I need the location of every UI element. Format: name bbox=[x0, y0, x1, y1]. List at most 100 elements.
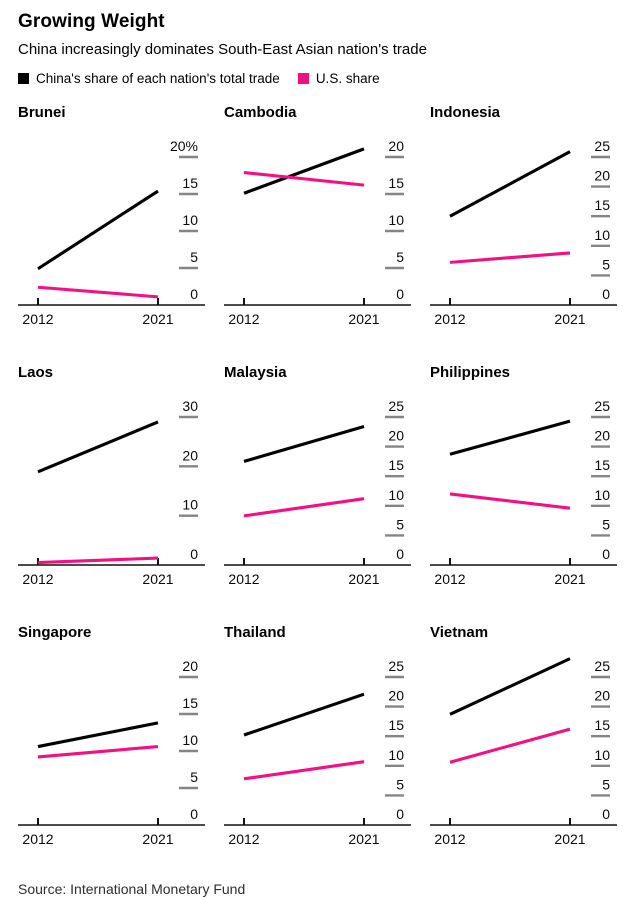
us-series-swatch-icon bbox=[297, 73, 309, 84]
x-tick-label: 2021 bbox=[142, 571, 173, 587]
y-tick-label: 20 bbox=[594, 688, 610, 704]
y-tick-label: 20 bbox=[388, 688, 404, 704]
us-series-line bbox=[37, 285, 159, 299]
y-tick-label: 10 bbox=[182, 212, 198, 228]
chart-plot: 0 5 10 15 20 25 2012 2021 bbox=[224, 658, 411, 847]
x-tick-label: 2021 bbox=[554, 571, 585, 587]
chart-plot: 0 5 10 15 20% 2012 2021 bbox=[18, 138, 205, 327]
y-tick-label: 10 bbox=[388, 487, 404, 503]
y-tick-label: 10 bbox=[388, 747, 404, 763]
y-tick-label: 15 bbox=[182, 695, 198, 711]
chart-plot: 0 10 20 30 2012 2021 bbox=[18, 398, 205, 587]
y-tick-label: 0 bbox=[602, 806, 610, 822]
us-series-line bbox=[37, 745, 159, 759]
y-tick-label: 20 bbox=[388, 428, 404, 444]
y-tick-label: 15 bbox=[388, 457, 404, 473]
us-series-line bbox=[449, 492, 571, 510]
y-tick-label: 5 bbox=[190, 769, 198, 785]
chart-indonesia: Indonesia 0 5 10 15 20 25 2012 2021 bbox=[430, 102, 617, 333]
y-tick-label: 25 bbox=[594, 658, 610, 674]
us-series-line bbox=[449, 727, 571, 764]
x-tick-label: 2021 bbox=[348, 311, 379, 327]
y-tick-label: 0 bbox=[396, 546, 404, 562]
china-series-line bbox=[243, 424, 365, 463]
china-series-line bbox=[37, 420, 159, 474]
x-tick-label: 2012 bbox=[22, 831, 53, 847]
china-series-line bbox=[449, 657, 571, 716]
y-tick-label: 30 bbox=[182, 398, 198, 414]
china-series-line bbox=[449, 419, 571, 456]
chart-subtitle: China increasingly dominates South-East … bbox=[18, 41, 427, 58]
legend-item-china: China's share of each nation's total tra… bbox=[18, 71, 280, 86]
y-tick-label: 10 bbox=[388, 212, 404, 228]
y-tick-label: 10 bbox=[594, 747, 610, 763]
y-tick-label: 15 bbox=[182, 175, 198, 191]
y-tick-label: 25 bbox=[388, 398, 404, 414]
y-tick-label: 5 bbox=[396, 516, 404, 532]
chart-brunei: Brunei 0 5 10 15 20% 2012 2021 bbox=[18, 102, 205, 333]
chart-cambodia: Cambodia 0 5 10 15 20 2012 2021 bbox=[224, 102, 411, 333]
china-series-line bbox=[37, 721, 159, 749]
china-series-line bbox=[37, 189, 159, 271]
chart-laos: Laos 0 10 20 30 2012 2021 bbox=[18, 362, 205, 593]
y-tick-label: 20 bbox=[182, 658, 198, 674]
chart-plot: 0 5 10 15 20 25 2012 2021 bbox=[430, 398, 617, 587]
chart-title: Indonesia bbox=[430, 104, 501, 121]
china-series-line bbox=[243, 147, 365, 195]
us-series-line bbox=[243, 497, 365, 518]
y-tick-label: 20 bbox=[182, 447, 198, 463]
x-tick-label: 2012 bbox=[228, 571, 259, 587]
y-tick-label: 5 bbox=[602, 776, 610, 792]
y-tick-label: 25 bbox=[594, 138, 610, 154]
y-tick-label: 15 bbox=[388, 175, 404, 191]
x-tick-label: 2012 bbox=[434, 311, 465, 327]
x-tick-label: 2021 bbox=[554, 831, 585, 847]
x-tick-label: 2021 bbox=[348, 831, 379, 847]
chart-title: Cambodia bbox=[224, 104, 297, 121]
y-tick-label: 0 bbox=[190, 546, 198, 562]
y-tick-label: 5 bbox=[396, 249, 404, 265]
chart-singapore: Singapore 0 5 10 15 20 2012 2021 bbox=[18, 622, 205, 853]
y-tick-label: 0 bbox=[602, 546, 610, 562]
y-tick-label: 10 bbox=[594, 227, 610, 243]
us-series-line bbox=[243, 170, 365, 187]
china-series-line bbox=[449, 150, 571, 218]
x-tick-label: 2012 bbox=[22, 311, 53, 327]
legend-label-china: China's share of each nation's total tra… bbox=[36, 71, 280, 86]
x-tick-label: 2012 bbox=[22, 571, 53, 587]
chart-legend: China's share of each nation's total tra… bbox=[18, 71, 623, 86]
x-tick-label: 2021 bbox=[142, 311, 173, 327]
chart-plot: 0 5 10 15 20 2012 2021 bbox=[224, 138, 411, 327]
y-tick-label: 15 bbox=[594, 197, 610, 213]
chart-title: Vietnam bbox=[430, 624, 489, 641]
us-series-line bbox=[243, 760, 365, 781]
y-tick-label: 20 bbox=[594, 168, 610, 184]
chart-philippines: Philippines 0 5 10 15 20 25 2012 2021 bbox=[430, 362, 617, 593]
chart-title: Singapore bbox=[18, 624, 92, 641]
chart-plot: 0 5 10 15 20 2012 2021 bbox=[18, 658, 205, 847]
y-tick-label: 0 bbox=[396, 286, 404, 302]
page-title: Growing Weight bbox=[18, 11, 165, 32]
china-series-swatch-icon bbox=[18, 73, 29, 84]
y-tick-label: 15 bbox=[594, 717, 610, 733]
chart-title: Philippines bbox=[430, 364, 511, 381]
chart-title: Malaysia bbox=[224, 364, 287, 381]
y-tick-label: 0 bbox=[396, 806, 404, 822]
chart-thailand: Thailand 0 5 10 15 20 25 2012 2021 bbox=[224, 622, 411, 853]
x-tick-label: 2021 bbox=[348, 571, 379, 587]
legend-item-us: U.S. share bbox=[297, 71, 380, 86]
y-tick-label: 15 bbox=[388, 717, 404, 733]
us-series-line bbox=[37, 556, 159, 565]
x-tick-label: 2012 bbox=[434, 571, 465, 587]
y-tick-label: 0 bbox=[190, 286, 198, 302]
chart-title: Thailand bbox=[224, 624, 286, 641]
china-series-line bbox=[243, 692, 365, 737]
chart-plot: 0 5 10 15 20 25 2012 2021 bbox=[430, 657, 617, 847]
y-tick-label: 25 bbox=[388, 658, 404, 674]
y-tick-label: 0 bbox=[602, 286, 610, 302]
x-tick-label: 2021 bbox=[142, 831, 173, 847]
y-tick-label: 0 bbox=[190, 806, 198, 822]
legend-label-us: U.S. share bbox=[315, 71, 380, 86]
y-tick-label: 20 bbox=[388, 138, 404, 154]
